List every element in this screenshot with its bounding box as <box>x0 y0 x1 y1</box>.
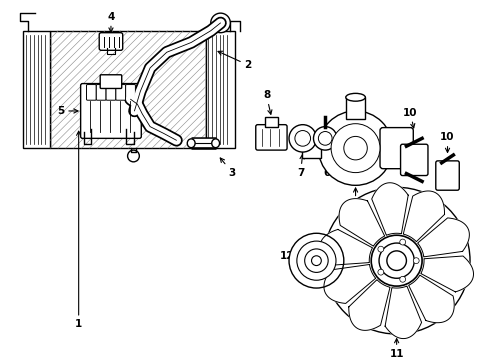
Circle shape <box>318 131 332 145</box>
Text: 12: 12 <box>280 251 314 262</box>
FancyBboxPatch shape <box>99 33 122 50</box>
Bar <box>346 97 366 119</box>
Bar <box>265 117 278 127</box>
FancyBboxPatch shape <box>380 127 413 169</box>
Text: 6: 6 <box>323 153 331 177</box>
FancyBboxPatch shape <box>100 75 122 89</box>
Circle shape <box>371 235 422 286</box>
Circle shape <box>413 258 419 264</box>
Text: 4: 4 <box>107 12 115 32</box>
Text: 3: 3 <box>220 158 236 177</box>
Polygon shape <box>324 265 376 303</box>
FancyBboxPatch shape <box>256 125 287 150</box>
Circle shape <box>289 125 317 152</box>
Circle shape <box>314 127 337 150</box>
Circle shape <box>378 269 384 275</box>
Polygon shape <box>409 275 454 323</box>
Text: 8: 8 <box>263 90 272 114</box>
Polygon shape <box>421 256 473 292</box>
Circle shape <box>127 150 139 162</box>
FancyBboxPatch shape <box>87 85 96 100</box>
Ellipse shape <box>187 139 195 148</box>
Circle shape <box>400 276 406 282</box>
FancyBboxPatch shape <box>81 84 141 138</box>
Circle shape <box>379 243 414 278</box>
FancyBboxPatch shape <box>96 85 106 100</box>
Circle shape <box>331 124 380 172</box>
Ellipse shape <box>346 93 366 101</box>
Circle shape <box>211 13 230 33</box>
Bar <box>50 31 206 148</box>
Polygon shape <box>339 199 385 246</box>
Text: 1: 1 <box>75 131 82 329</box>
Polygon shape <box>417 218 469 257</box>
Circle shape <box>344 136 368 160</box>
Bar <box>23 31 50 148</box>
Circle shape <box>400 239 406 245</box>
FancyBboxPatch shape <box>106 85 116 100</box>
Text: 10: 10 <box>403 108 417 128</box>
Circle shape <box>318 111 393 185</box>
Bar <box>206 31 235 148</box>
FancyBboxPatch shape <box>125 85 135 100</box>
Text: 7: 7 <box>297 155 304 177</box>
Circle shape <box>295 131 311 146</box>
Text: 5: 5 <box>57 106 78 116</box>
FancyBboxPatch shape <box>400 144 428 176</box>
Text: 10: 10 <box>441 132 455 152</box>
Circle shape <box>305 249 328 273</box>
Text: 2: 2 <box>218 51 251 70</box>
Circle shape <box>312 256 321 266</box>
Bar <box>302 138 321 158</box>
Text: 9: 9 <box>352 188 359 210</box>
Polygon shape <box>385 286 421 338</box>
Polygon shape <box>349 280 390 330</box>
Polygon shape <box>372 183 408 235</box>
Circle shape <box>387 251 406 270</box>
Polygon shape <box>320 229 372 265</box>
Circle shape <box>289 233 344 288</box>
FancyBboxPatch shape <box>116 85 125 100</box>
Polygon shape <box>403 191 444 242</box>
Circle shape <box>378 246 384 252</box>
Text: 11: 11 <box>390 339 404 359</box>
Ellipse shape <box>212 139 220 148</box>
FancyBboxPatch shape <box>436 161 459 190</box>
Circle shape <box>297 241 336 280</box>
